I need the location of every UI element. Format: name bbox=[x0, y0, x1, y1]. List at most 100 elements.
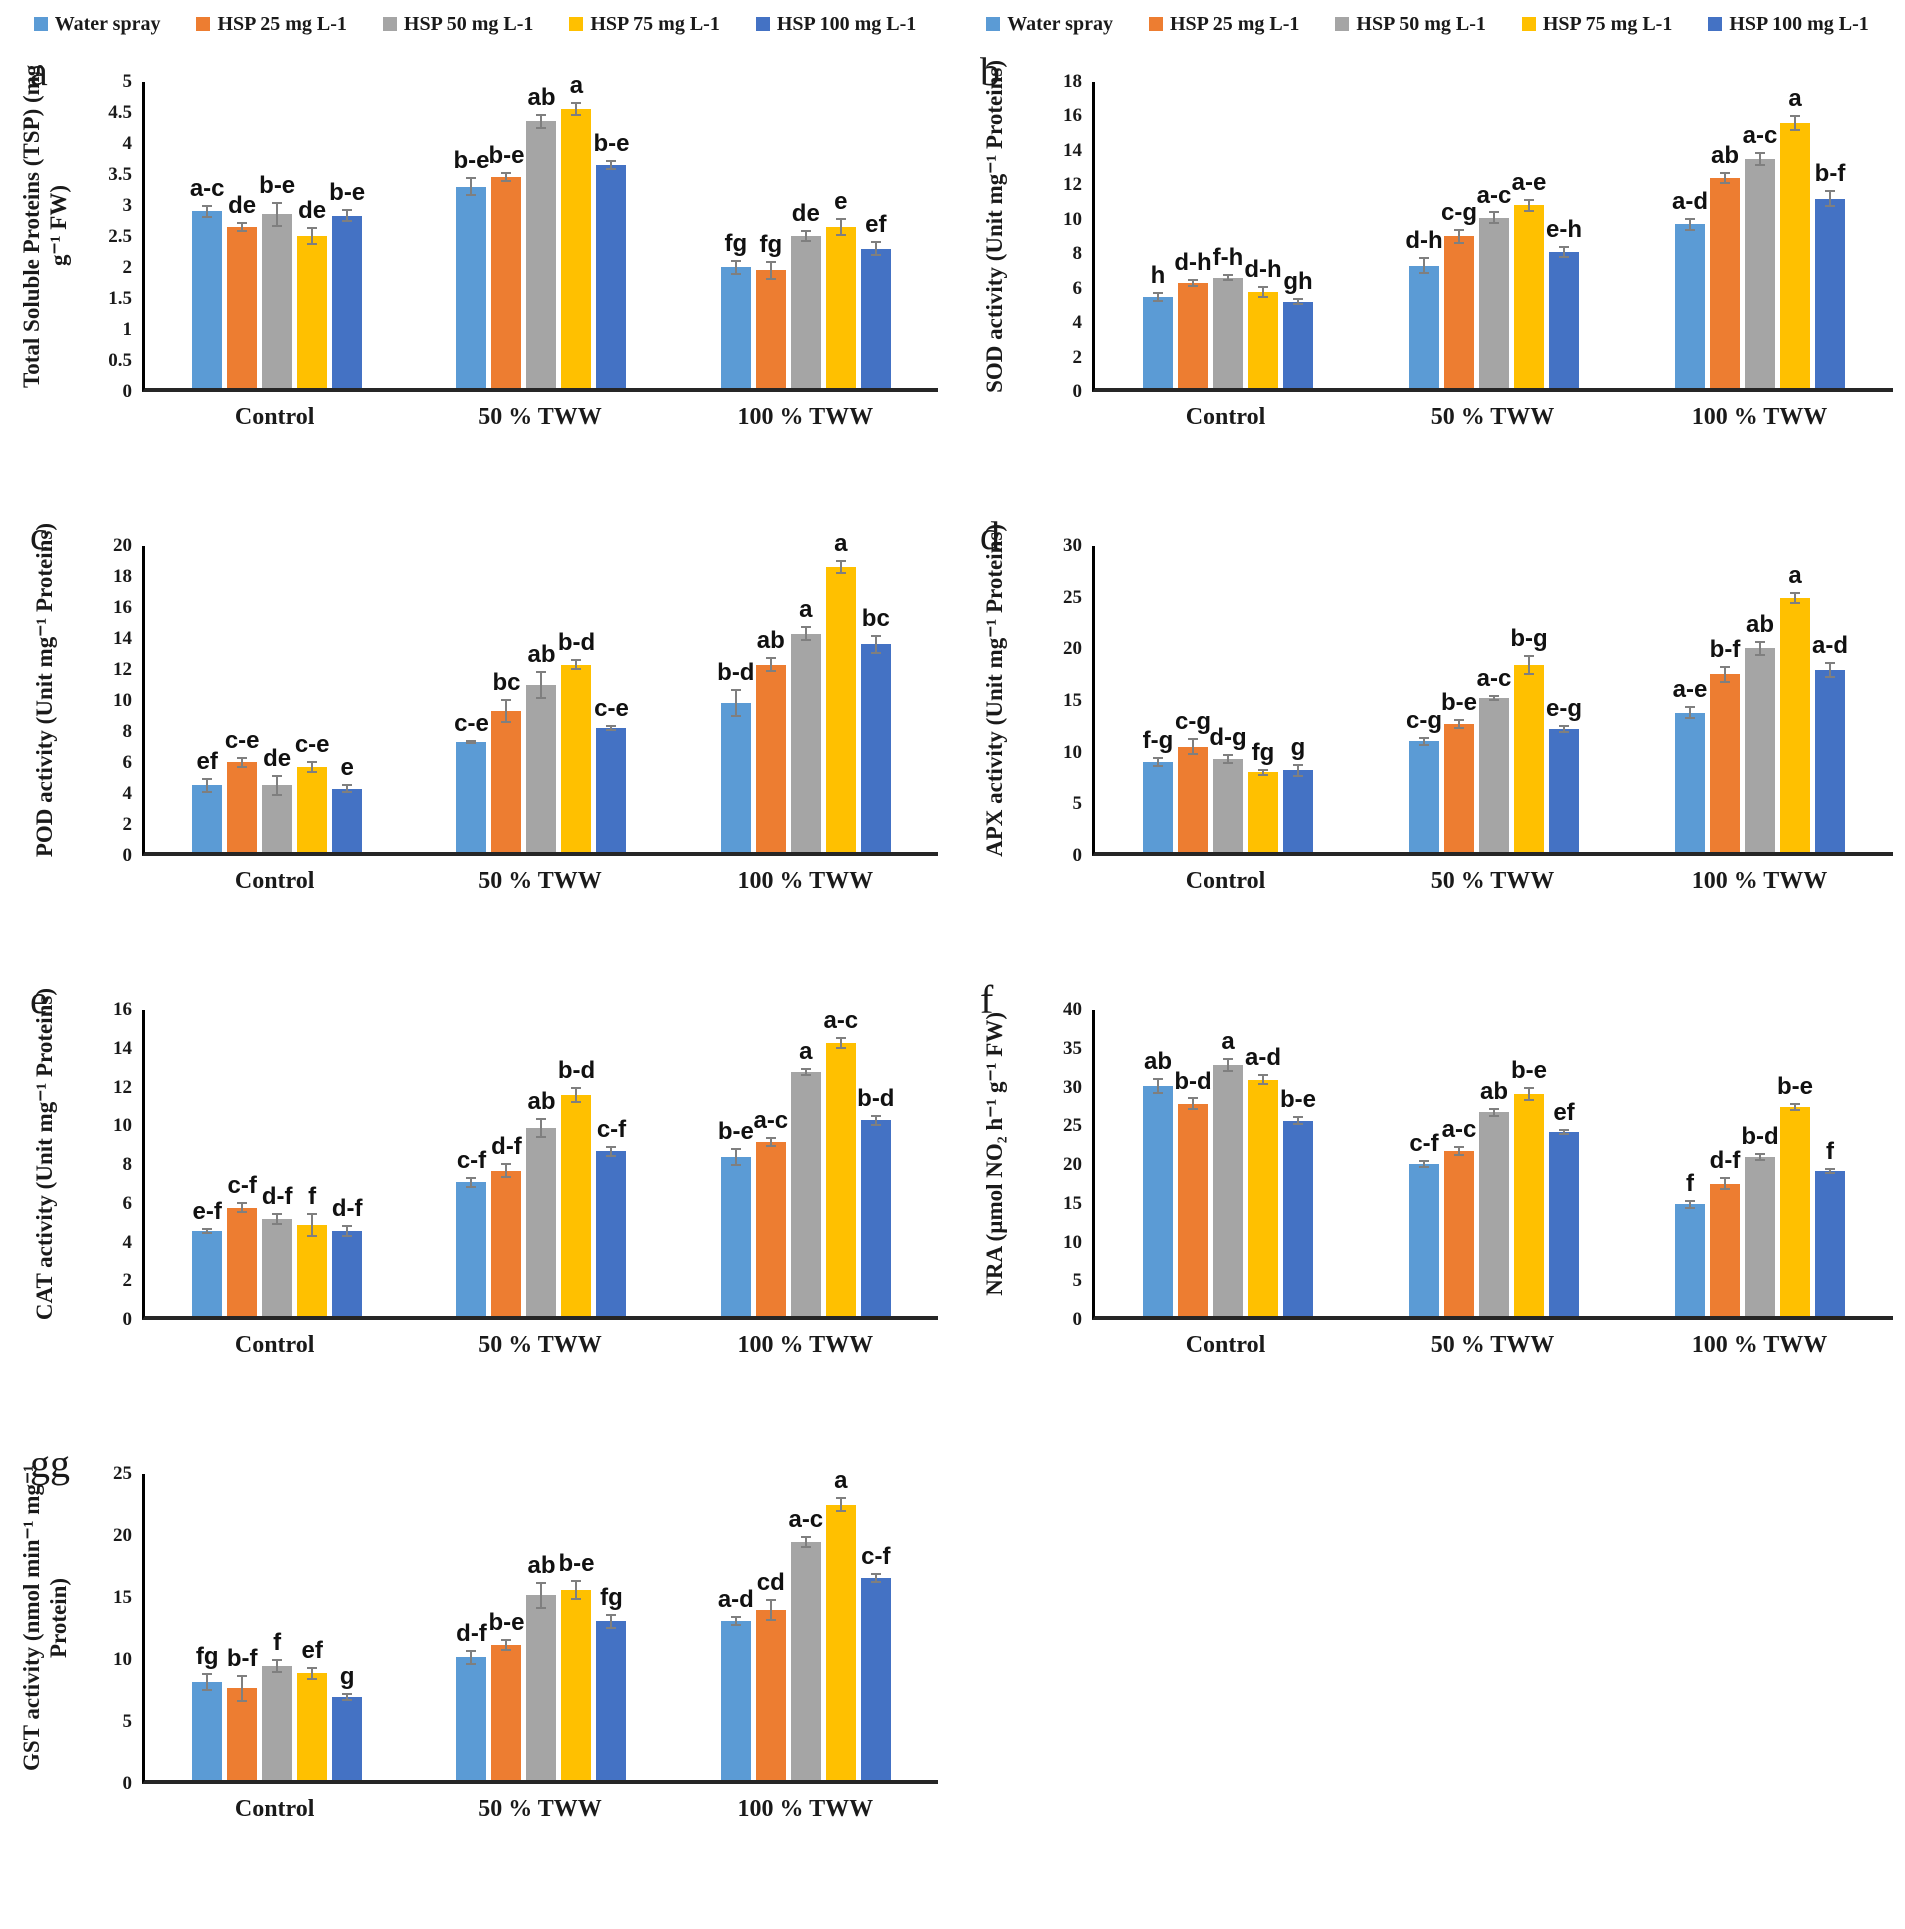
significance-letter: b-d bbox=[857, 1084, 895, 1112]
bar-slot: cd bbox=[755, 1470, 786, 1780]
x-category-label: 50 % TWW bbox=[478, 1332, 602, 1358]
chart-panel-d: d APX activity (Unit mg⁻¹ Proteins) 0 5 10… bbox=[950, 504, 1905, 968]
y-axis-tick-label: 20 bbox=[113, 1525, 132, 1546]
error-bar bbox=[870, 1114, 881, 1127]
x-category-row: Control 50 % TWW 100 % TWW bbox=[142, 392, 938, 504]
right-column: Water spray HSP 25 mg L-1 HSP 50 mg L-1 HSP… bbox=[950, 0, 1905, 1896]
significance-letter: a bbox=[799, 1038, 813, 1065]
error-bar bbox=[202, 777, 213, 794]
significance-letter: c-g bbox=[1406, 707, 1442, 735]
plot-area: 0 2 4 6 8 10 12 14 16 18 20 ef c-e de c-e e c-e bc ab b-d c-… bbox=[86, 531, 938, 968]
bar-slot: b-f bbox=[1815, 78, 1845, 388]
y-axis-tick-label: 18 bbox=[113, 566, 132, 587]
plot-area: 0 5 10 15 20 25 30 f-g c-g d-g fg g c-g b-e a-c b-g e-g a… bbox=[1036, 536, 1893, 968]
error-bar bbox=[1223, 274, 1233, 282]
empty-area bbox=[950, 1432, 1905, 1896]
error-bar bbox=[1419, 1160, 1429, 1168]
y-axis-title-wrap: NRA (µmol NO₂ h⁻¹ g⁻¹ FW) bbox=[954, 974, 1036, 1334]
error-bar bbox=[1790, 591, 1800, 604]
error-bar bbox=[765, 260, 776, 280]
y-axis-title-wrap: Total Soluble Proteins (TSP) (mg g⁻¹ FW) bbox=[4, 46, 86, 406]
y-axis-title-wrap: SOD activity (Unit mg⁻¹ Proteins) bbox=[954, 46, 1036, 406]
bar-hsp-50-mg-l-1 bbox=[262, 214, 293, 388]
error-bar bbox=[1153, 757, 1163, 768]
error-bar bbox=[1524, 1087, 1534, 1102]
significance-letter: a-c bbox=[788, 1505, 824, 1533]
error-bar bbox=[1825, 661, 1835, 679]
error-bar bbox=[835, 559, 846, 574]
bar-slot: c-e bbox=[225, 542, 260, 852]
bar-hsp-50-mg-l-1 bbox=[790, 633, 821, 852]
y-axis-tick-label: 2.5 bbox=[108, 226, 132, 247]
y-axis-tick-label: 2 bbox=[122, 814, 133, 835]
bar-slot: a-c bbox=[823, 1006, 858, 1316]
bar-slot: a bbox=[825, 531, 856, 852]
bar-hsp-75-mg-l-1 bbox=[1248, 1079, 1278, 1316]
y-axis-tick-label: 30 bbox=[1063, 535, 1082, 556]
y-axis-tick-label: 18 bbox=[1063, 71, 1082, 92]
bar-hsp-100-mg-l-1 bbox=[1815, 1171, 1845, 1316]
significance-letter: d-f bbox=[456, 1619, 487, 1647]
bar-slot: a-e bbox=[1512, 78, 1546, 388]
bar-hsp-25-mg-l-1 bbox=[491, 1170, 522, 1316]
y-axis-tick-label: 20 bbox=[113, 535, 132, 556]
x-category-row: Control 50 % TWW 100 % TWW bbox=[142, 1320, 938, 1432]
y-axis-tick-label: 10 bbox=[1063, 1231, 1082, 1253]
y-axis-tick-label: 0 bbox=[122, 1773, 133, 1794]
bar-hsp-100-mg-l-1 bbox=[1549, 251, 1579, 388]
significance-letter: b-e bbox=[1441, 688, 1477, 716]
legend-swatch-icon bbox=[755, 17, 770, 31]
axes-area: ab b-d a a-d b-e c-f a-c ab b-e ef f d-f b-d b-e f bbox=[1092, 1010, 1893, 1320]
y-axis-ticks: 0 5 10 15 20 25 bbox=[86, 1464, 142, 1793]
axes-area: fg b-f f ef g d-f b-e ab b-e fg a-d cd a-c a c-f bbox=[142, 1469, 938, 1784]
significance-letter: ab bbox=[1745, 611, 1775, 639]
bar-slot: ab bbox=[1479, 1006, 1509, 1316]
bar-slot: b-g bbox=[1510, 542, 1548, 852]
bar-water-spray bbox=[1143, 296, 1173, 388]
bar-slot: ab bbox=[755, 542, 786, 852]
legend-label: Water spray bbox=[54, 12, 161, 35]
y-axis-tick-label: 30 bbox=[1063, 1076, 1082, 1098]
bar-water-spray bbox=[192, 785, 223, 852]
error-bar bbox=[1685, 1199, 1695, 1210]
bar-slot: e bbox=[825, 78, 856, 388]
legend-swatch-icon bbox=[986, 17, 1001, 31]
significance-letter: c-e bbox=[594, 694, 629, 722]
bar-hsp-75-mg-l-1 bbox=[561, 664, 592, 852]
bar-slot: f bbox=[1815, 1006, 1845, 1316]
significance-letter: e bbox=[340, 753, 354, 781]
axes-area: h d-h f-h d-h gh d-h c-g a-c a-e e-h a-d ab a-c a b-f bbox=[1092, 82, 1893, 392]
plot-area: 0 0.5 1 1.5 2 2.5 3 3.5 4 4.5 5 a-c de b-e de b-e b-e b-e… bbox=[86, 72, 938, 504]
error-bar bbox=[1524, 654, 1534, 676]
legend-item-water-spray: Water spray bbox=[33, 12, 161, 36]
bar-hsp-50-mg-l-1 bbox=[790, 236, 821, 388]
axis-corner bbox=[86, 392, 142, 504]
bar-group-control: ab b-d a a-d b-e bbox=[1143, 1006, 1316, 1316]
error-bar bbox=[272, 1658, 283, 1674]
significance-letter: e bbox=[834, 187, 848, 215]
bar-group-100-tww: b-e a-c a a-c b-d bbox=[718, 1006, 895, 1316]
error-bar bbox=[870, 635, 881, 654]
error-bar bbox=[237, 1201, 248, 1214]
y-axis-tick-label: 5 bbox=[1072, 793, 1083, 815]
y-axis-tick-label: 14 bbox=[113, 628, 132, 649]
bar-water-spray bbox=[1409, 1164, 1439, 1316]
bar-slot: c-g bbox=[1406, 542, 1442, 852]
error-bar bbox=[202, 1673, 213, 1691]
bar-slot: c-e bbox=[454, 542, 489, 852]
y-axis-tick-label: 0 bbox=[122, 1309, 133, 1330]
bar-slot: fg bbox=[192, 1470, 223, 1780]
y-axis-tick-label: 0 bbox=[1072, 1309, 1083, 1330]
y-axis-tick-label: 4 bbox=[122, 783, 133, 804]
significance-letter: de bbox=[791, 199, 820, 227]
error-bar bbox=[606, 1145, 617, 1158]
x-category-row: Control 50 % TWW 100 % TWW bbox=[142, 856, 938, 968]
plot-area: 0 5 10 15 20 25 fg b-f f ef g d-f b-e ab b-e fg a-d cd a-c… bbox=[86, 1464, 938, 1896]
y-axis-tick-label: 15 bbox=[113, 1587, 132, 1608]
left-column: Water spray HSP 25 mg L-1 HSP 50 mg L-1 HSP… bbox=[0, 0, 950, 1896]
y-axis-tick-label: 10 bbox=[113, 690, 132, 711]
error-bar bbox=[1755, 152, 1765, 166]
y-axis-tick-label: 12 bbox=[113, 659, 132, 680]
y-axis-title: Total Soluble Proteins (TSP) (mg g⁻¹ FW) bbox=[18, 64, 71, 388]
x-category-label: Control bbox=[1185, 868, 1266, 894]
